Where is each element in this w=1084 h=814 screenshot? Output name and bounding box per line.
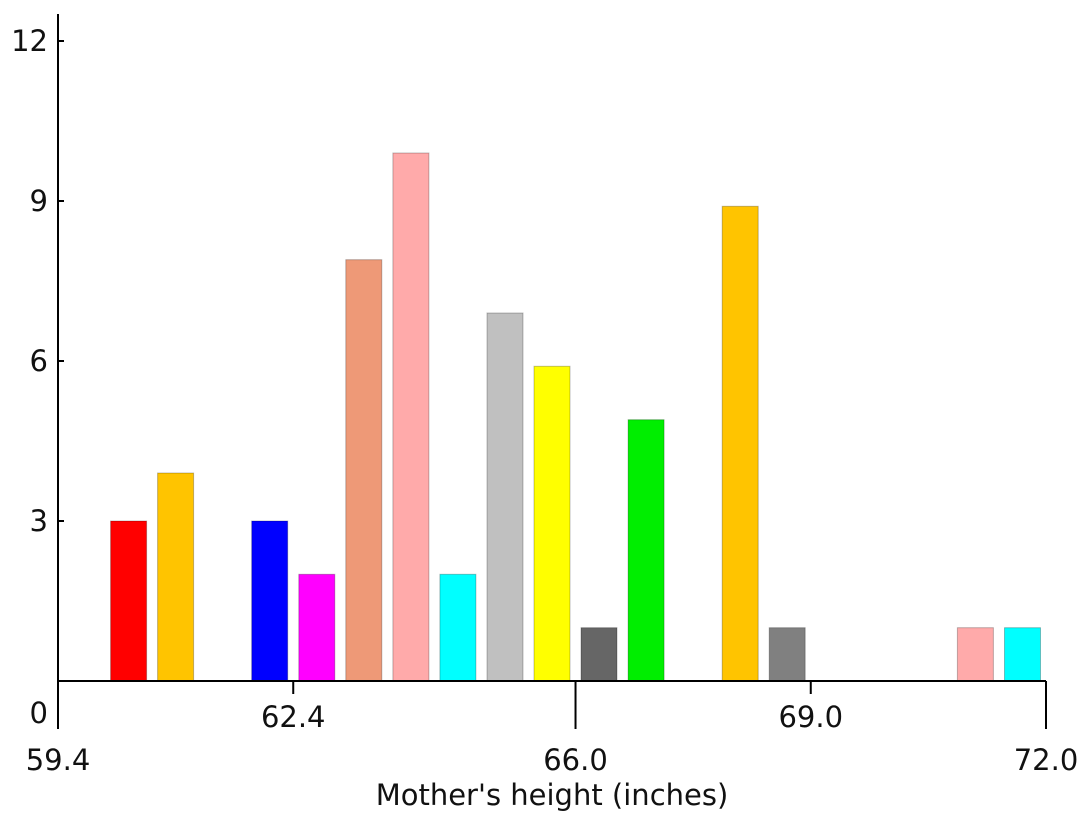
x-ticks-group: 59.4 62.4 66.0 69.0 72.0: [26, 681, 1079, 777]
bar-0: [110, 520, 148, 682]
bar-6: [439, 573, 477, 682]
bar-1: [157, 472, 195, 682]
bar-9: [580, 627, 618, 682]
bar-2: [251, 520, 289, 682]
x-tick-label-4: 72.0: [1014, 743, 1079, 777]
bar-13: [956, 627, 994, 682]
bars-group: [110, 152, 1041, 682]
bar-4: [345, 259, 383, 682]
bar-12: [768, 627, 806, 682]
x-tick-label-1: 62.4: [261, 700, 326, 734]
x-tick-label-2: 66.0: [543, 743, 608, 777]
x-axis-title: Mother's height (inches): [376, 778, 729, 812]
y-tick-label-3: 9: [30, 184, 48, 218]
y-tick-label-2: 6: [30, 344, 48, 378]
bar-5: [392, 152, 430, 682]
bar-10: [627, 419, 665, 682]
y-ticks-group: 0 3 6 9 12: [11, 24, 64, 730]
y-tick-label-0: 0: [30, 696, 48, 730]
x-tick-label-0: 59.4: [26, 743, 91, 777]
bar-7: [486, 312, 524, 682]
y-tick-label-1: 3: [30, 504, 48, 538]
bar-3: [298, 573, 336, 682]
bar-11: [721, 205, 759, 682]
x-tick-label-3: 69.0: [778, 700, 843, 734]
bar-8: [533, 365, 571, 682]
bar-14: [1004, 627, 1041, 682]
y-tick-label-4: 12: [11, 24, 48, 58]
